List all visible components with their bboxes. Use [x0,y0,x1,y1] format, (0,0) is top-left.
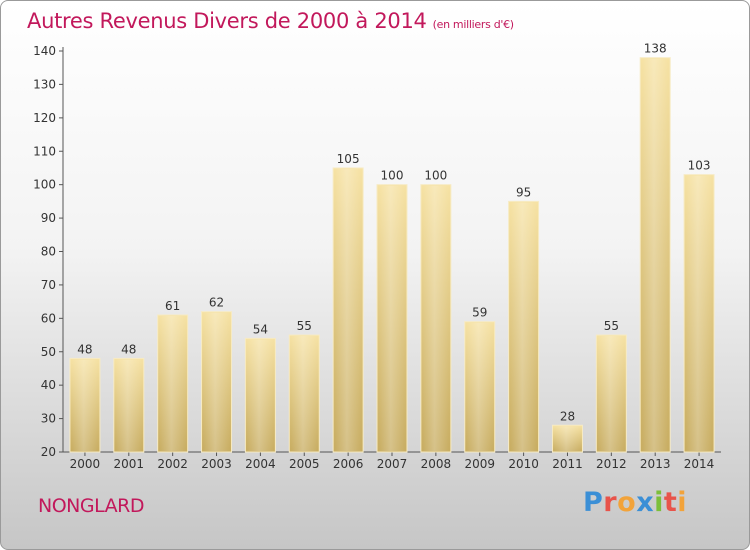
bar-value-label: 48 [121,342,136,356]
bar-value-label: 55 [604,319,619,333]
bar-highlight [247,339,274,451]
x-tick-label: 2004 [245,457,276,471]
x-tick-label: 2013 [640,457,671,471]
y-tick-label: 50 [41,345,56,359]
y-tick-label: 90 [41,211,56,225]
bar-value-label: 100 [381,169,404,183]
logo-letter: r [603,487,618,518]
bar-value-label: 62 [209,296,224,310]
logo-letter: x [636,487,655,518]
bar-highlight [115,359,142,451]
y-tick-label: 110 [33,144,56,158]
bar-highlight [335,168,362,452]
x-tick-label: 2005 [289,457,320,471]
x-tick-label: 2012 [596,457,627,471]
bar-value-label: 54 [253,322,268,336]
bar-highlight [291,336,318,451]
logo-letter: t [663,487,678,518]
bar-value-label: 61 [165,299,180,313]
y-tick-label: 80 [41,245,56,259]
bar-highlight [686,175,713,451]
bar-highlight [642,58,669,451]
logo-letter: P [583,487,604,518]
bar-value-label: 28 [560,409,575,423]
bar-highlight [598,336,625,451]
chart-title-text: Autres Revenus Divers de 2000 à 2014 [27,9,427,33]
y-tick-label: 20 [41,445,56,459]
bar-value-label: 95 [516,185,531,199]
y-tick-label: 120 [33,111,56,125]
bar-highlight [71,359,98,451]
y-tick-label: 140 [33,44,56,58]
bar-value-label: 55 [297,319,312,333]
bar-highlight [554,426,581,451]
x-tick-label: 2001 [114,457,145,471]
logo-letter: i [654,487,664,518]
y-tick-label: 130 [33,77,56,91]
x-tick-label: 2000 [70,457,101,471]
x-tick-label: 2008 [421,457,452,471]
x-tick-label: 2011 [552,457,583,471]
bar-value-label: 138 [644,42,667,56]
y-tick-label: 30 [41,412,56,426]
bar-value-label: 103 [688,159,711,173]
bar-value-label: 105 [337,152,360,166]
logo-letter: i [677,487,688,518]
x-tick-label: 2007 [377,457,408,471]
proxiti-logo: Proxiti [583,487,687,518]
logo-letter: o [617,487,637,518]
bar-highlight [203,312,230,451]
commune-name: NONGLARD [38,495,144,517]
x-tick-label: 2009 [464,457,495,471]
bar-highlight [159,315,186,451]
bar-highlight [379,185,405,451]
x-tick-label: 2003 [201,457,232,471]
bar-highlight [510,202,537,451]
bar-value-label: 100 [424,169,447,183]
bar-value-label: 59 [472,306,487,320]
chart-axes: 20 30 40 50 60 70 80 90 100 110 120 130 140 2000 2001 2… [33,44,721,471]
y-tick-label: 60 [41,311,56,325]
x-tick-label: 2006 [333,457,364,471]
y-tick-label: 70 [41,278,56,292]
bar-highlight [466,322,493,451]
y-tick-label: 100 [33,178,56,192]
chart-title: Autres Revenus Divers de 2000 à 2014 (en … [27,9,514,33]
chart-subtitle: (en milliers d'€) [432,18,514,31]
x-tick-label: 2002 [157,457,188,471]
bar-highlight [422,185,449,451]
x-tick-label: 2010 [508,457,539,471]
bar-value-label: 48 [77,342,92,356]
chart-bars: 48 48 61 62 54 55 105 100 100 59 95 28 55 138 103 [69,42,715,453]
y-tick-label: 40 [41,378,56,392]
x-tick-label: 2014 [684,457,715,471]
